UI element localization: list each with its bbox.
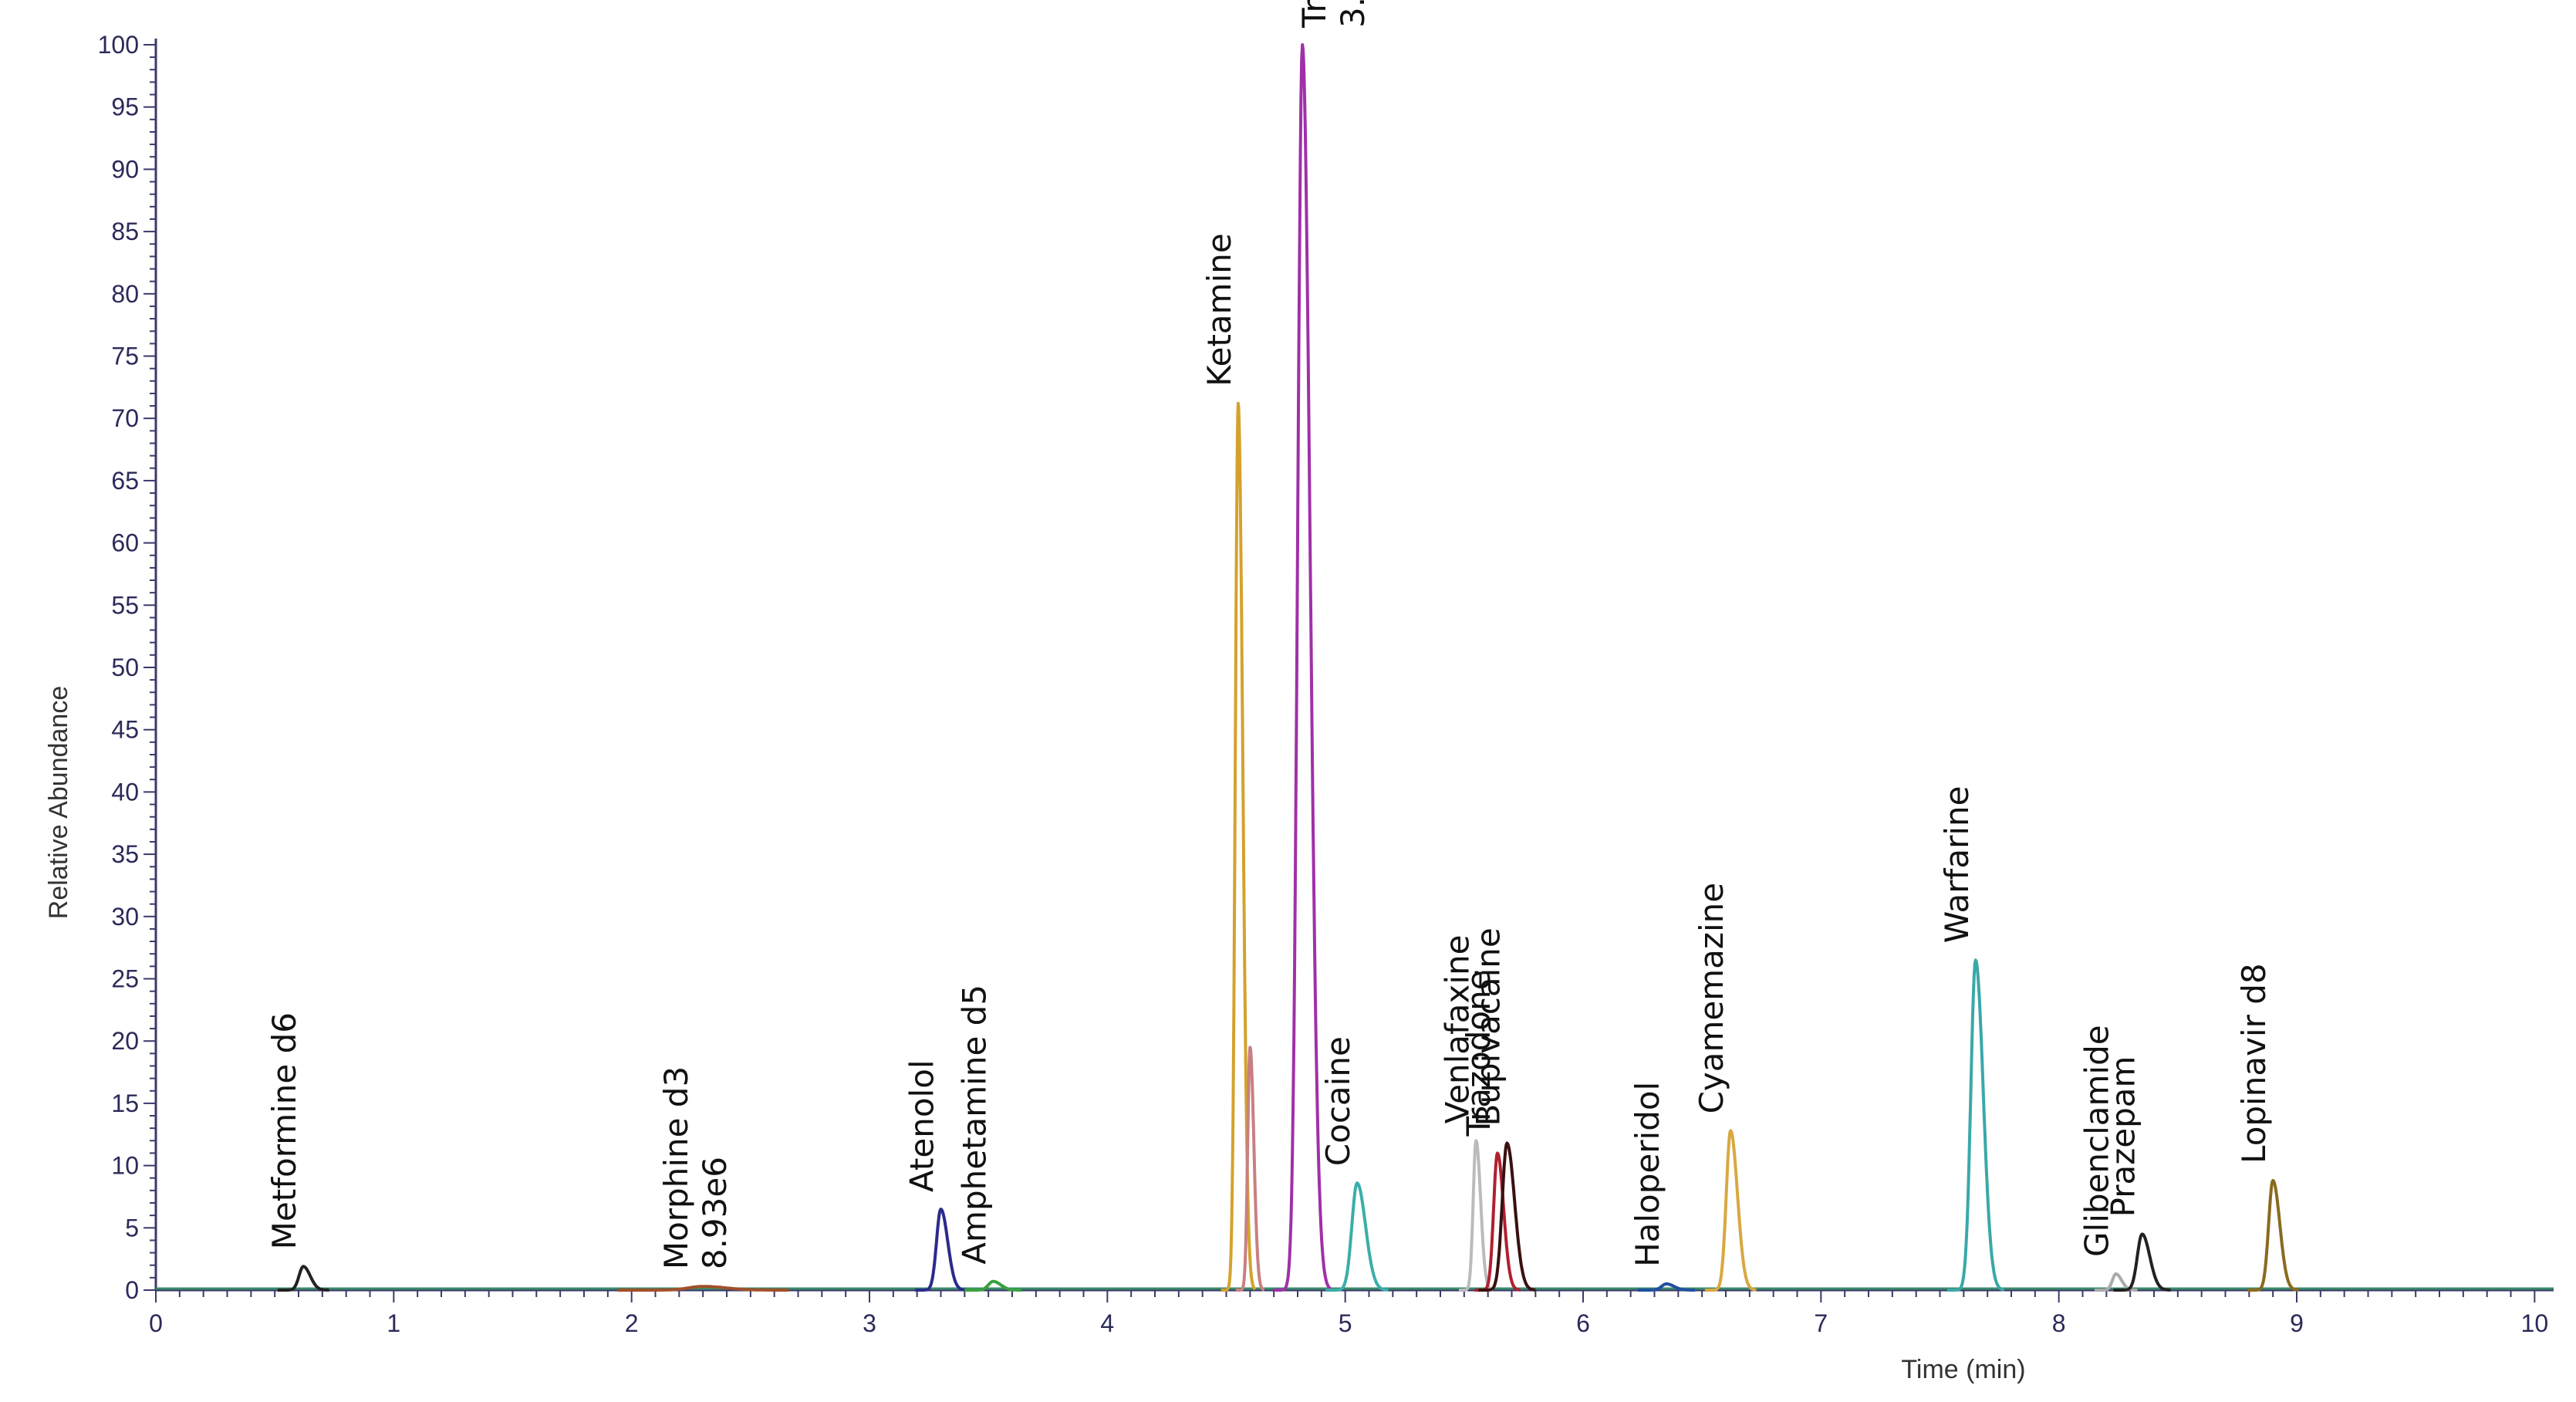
peak-label-morphine-d3: 8.93e6 <box>696 1157 734 1269</box>
y-tick-label: 15 <box>111 1090 139 1117</box>
x-axis: 0 1 2 3 4 5 6 7 8 9 10 <box>149 1289 2554 1337</box>
peak-label-morphine-d3: Morphine d3 <box>657 1066 695 1269</box>
peak-trace-bupivacaine <box>1477 1141 1537 1292</box>
y-tick-label: 65 <box>111 467 139 495</box>
peak-label-warfarine: Warfarine <box>1938 786 1976 944</box>
peak-labels: Metformine d6 Morphine d3 8.93e6 Atenolol Am… <box>265 0 2273 1269</box>
peak-label-ketamine: Ketamine <box>1200 233 1238 387</box>
y-tick-label: 40 <box>111 778 139 806</box>
peak-label-haloperidol: Haloperidol <box>1629 1082 1666 1267</box>
peak-trace-lopinavir-d8 <box>2246 1179 2300 1292</box>
y-tick-label: 70 <box>111 404 139 432</box>
y-tick-label: 20 <box>111 1027 139 1055</box>
x-tick-label: 7 <box>1814 1309 1828 1337</box>
y-tick-label: 85 <box>111 218 139 245</box>
peak-trace-prazepam <box>2112 1232 2172 1292</box>
peak-label-trazodone: Trazodone <box>1460 970 1497 1137</box>
peak-label-atenolol: Atenolol <box>903 1059 941 1192</box>
x-tick-label: 8 <box>2052 1309 2066 1337</box>
y-tick-label: 0 <box>125 1276 139 1304</box>
peak-label-bupivacaine: Bupivacaine <box>1469 927 1507 1126</box>
peak-label-tramadol-d6: Tramadol d6 <box>1295 0 1333 29</box>
y-tick-label: 45 <box>111 716 139 744</box>
y-tick-label: 30 <box>111 903 139 931</box>
peak-label-cyamemazine: Cyamemazine <box>1693 883 1730 1114</box>
y-tick-label: 55 <box>111 591 139 619</box>
y-tick-label: 35 <box>111 840 139 868</box>
y-tick-label: 25 <box>111 965 139 993</box>
peak-label-tramadol-d6: 3.06e9 <box>1334 0 1372 28</box>
y-axis-title: Relative Abundance <box>44 686 73 919</box>
peak-trace-venlafaxine <box>1457 1139 1494 1292</box>
peak-trace-morphine-d3 <box>617 1285 789 1292</box>
traces <box>156 43 2554 1292</box>
peak-label-metformine-d6: Metformine d6 <box>265 1012 303 1249</box>
x-tick-label: 9 <box>2290 1309 2304 1337</box>
peak-label-cocaine: Cocaine <box>1319 1036 1357 1166</box>
x-tick-label: 6 <box>1576 1309 1590 1337</box>
peak-trace-haloperidol <box>1636 1282 1696 1292</box>
y-tick-label: 50 <box>111 654 139 681</box>
x-tick-label: 2 <box>625 1309 639 1337</box>
y-tick-label: 80 <box>111 280 139 308</box>
y-tick-label: 60 <box>111 529 139 557</box>
y-tick-label: 100 <box>98 31 139 59</box>
y-tick-label: 95 <box>111 93 139 121</box>
x-tick-label: 0 <box>149 1309 163 1337</box>
y-tick-label: 75 <box>111 343 139 370</box>
peak-trace-warfarine <box>1946 958 2005 1292</box>
peak-label-prazepam: Prazepam <box>2105 1056 2142 1218</box>
peak-label-amphetamine-d5: Amphetamine d5 <box>955 985 993 1265</box>
y-tick-label: 5 <box>125 1214 139 1242</box>
peak-trace-metformine-d6 <box>276 1265 330 1292</box>
y-axis: 0 5 10 15 20 25 30 35 40 45 50 55 60 65 70 75 80 85 90 95 10… <box>98 31 157 1304</box>
y-tick-label: 90 <box>111 155 139 183</box>
peak-trace-atenolol <box>914 1208 967 1292</box>
peak-trace-tramadol-d6 <box>1273 43 1332 1292</box>
x-tick-label: 1 <box>387 1309 400 1337</box>
peak-trace-cyamemazine <box>1703 1129 1757 1292</box>
peak-label-glibenclamide: Glibenclamide <box>2078 1025 2116 1257</box>
x-tick-label: 10 <box>2521 1309 2549 1337</box>
x-tick-label: 4 <box>1100 1309 1114 1337</box>
y-tick-label: 10 <box>111 1152 139 1180</box>
peak-trace-cocaine <box>1325 1181 1389 1292</box>
peak-trace-ketamine <box>1220 401 1257 1292</box>
x-tick-label: 5 <box>1339 1309 1352 1337</box>
x-axis-title: Time (min) <box>1901 1355 2025 1384</box>
peak-trace-amphetamine-d5 <box>964 1279 1023 1292</box>
peak-trace-ketamine-tail <box>1234 1046 1266 1292</box>
x-tick-label: 3 <box>863 1309 876 1337</box>
peak-label-venlafaxine: Venlafaxine <box>1438 934 1476 1123</box>
peak-label-lopinavir-d8: Lopinavir d8 <box>2235 963 2273 1164</box>
